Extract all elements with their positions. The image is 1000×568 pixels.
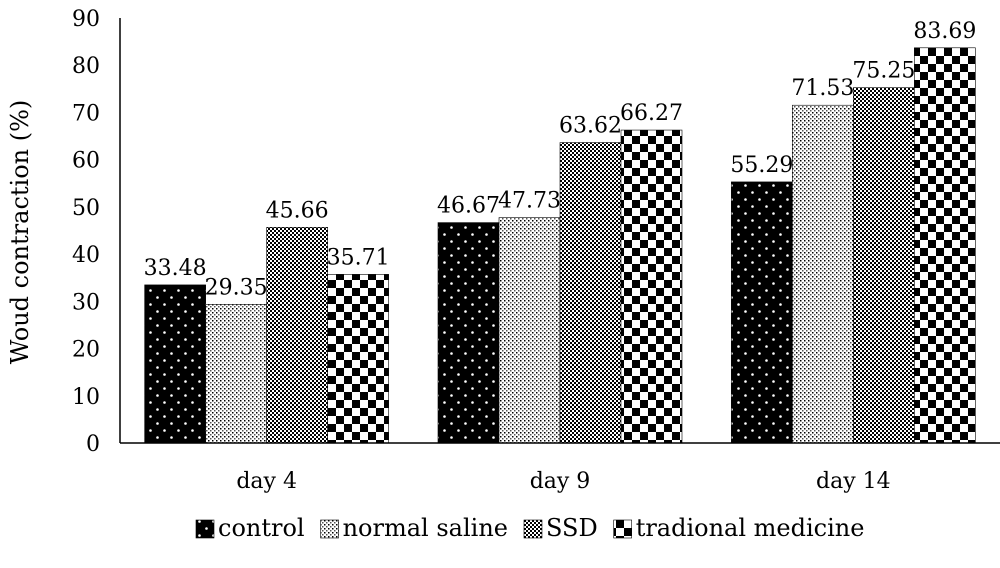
y-tick-label: 0 <box>86 432 100 457</box>
bar <box>266 227 328 444</box>
data-label: 71.53 <box>791 76 854 101</box>
bar <box>914 47 976 444</box>
bar <box>620 129 683 444</box>
bar <box>792 104 854 444</box>
data-label: 47.73 <box>498 189 561 214</box>
legend-swatch <box>195 519 215 539</box>
legend: control normal saline SSD tradional medicin… <box>195 514 865 542</box>
data-label: 46.67 <box>437 194 500 219</box>
x-tick-label: day 14 <box>816 469 891 494</box>
bar <box>731 181 793 444</box>
bar <box>437 222 500 444</box>
data-label: 33.48 <box>144 256 207 281</box>
y-tick-label: 10 <box>72 385 100 410</box>
bars <box>144 47 976 444</box>
data-label: 29.35 <box>205 275 268 300</box>
y-tick-label: 20 <box>72 338 100 363</box>
y-axis-ticks: 0 10 20 30 40 50 60 70 80 90 <box>72 7 100 457</box>
data-label: 83.69 <box>913 19 976 44</box>
legend-label: control <box>218 514 305 542</box>
data-label: 35.71 <box>327 245 390 270</box>
data-label: 66.27 <box>620 101 683 126</box>
legend-label: tradional medicine <box>636 514 865 542</box>
y-tick-label: 70 <box>72 101 100 126</box>
y-tick-label: 30 <box>72 290 100 315</box>
y-tick-label: 40 <box>72 243 100 268</box>
x-tick-label: day 4 <box>236 469 297 494</box>
y-tick-label: 50 <box>72 196 100 221</box>
x-tick-label: day 9 <box>530 469 591 494</box>
y-tick-label: 60 <box>72 149 100 174</box>
bar <box>205 304 267 444</box>
y-tick-label: 80 <box>72 54 100 79</box>
data-label: 45.66 <box>266 198 329 223</box>
bar <box>498 217 561 444</box>
legend-swatch <box>613 519 632 539</box>
data-label: 75.25 <box>852 59 915 84</box>
legend-swatch <box>320 519 339 539</box>
bar <box>327 274 389 444</box>
y-tick-label: 90 <box>72 7 100 32</box>
legend-label: SSD <box>546 514 598 542</box>
bar <box>853 87 915 444</box>
legend-label: normal saline <box>343 514 508 542</box>
bar <box>559 142 622 444</box>
x-axis-ticks: day 4 day 9 day 14 <box>236 469 890 494</box>
data-label: 63.62 <box>559 114 622 139</box>
data-label: 55.29 <box>730 153 793 178</box>
bar <box>144 284 206 444</box>
legend-swatch <box>523 519 543 539</box>
y-axis-title: Woud contraction (%) <box>6 100 34 365</box>
